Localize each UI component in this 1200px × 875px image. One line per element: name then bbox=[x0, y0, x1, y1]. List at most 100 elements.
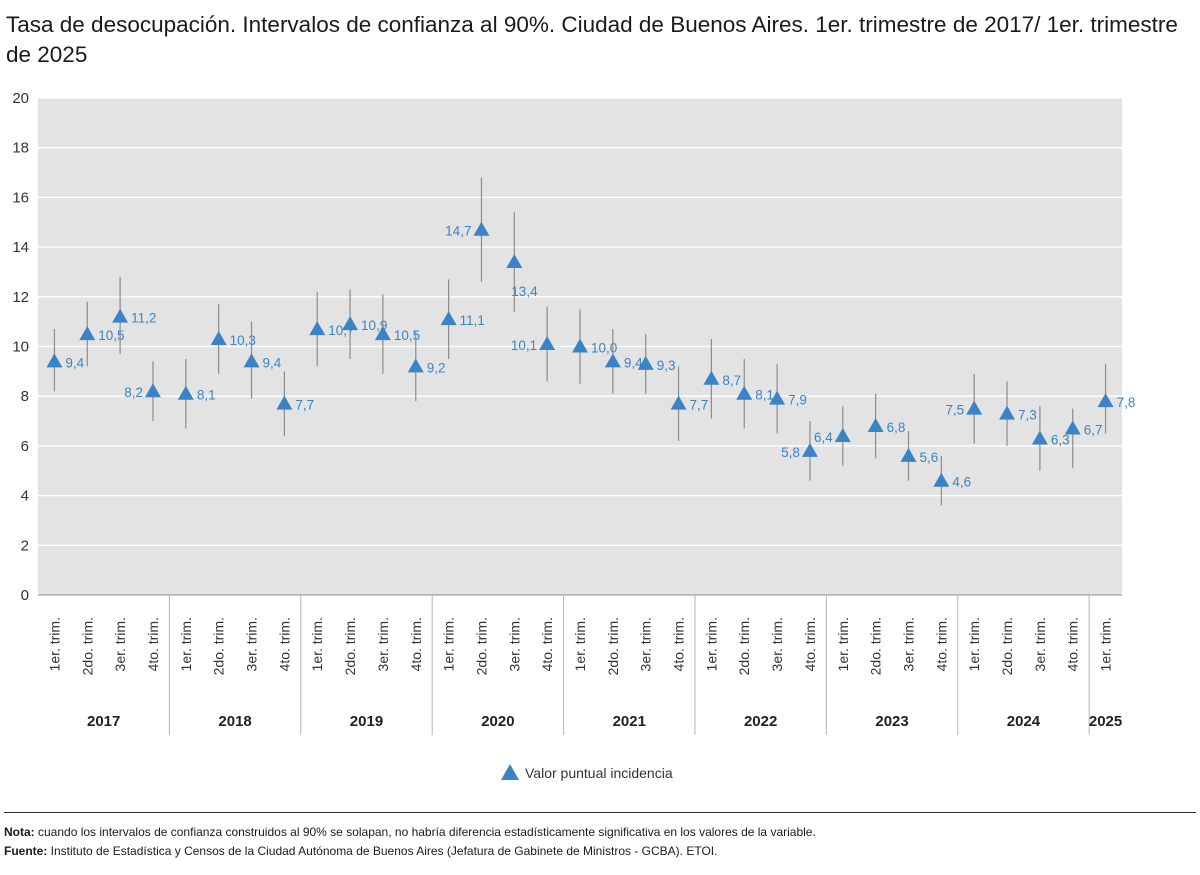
data-point-marker bbox=[440, 311, 457, 326]
data-point-marker bbox=[1031, 430, 1048, 445]
x-tick-label: 3er. trim. bbox=[1032, 617, 1048, 671]
x-tick-label: 4to. trim. bbox=[802, 617, 818, 671]
year-label: 2020 bbox=[481, 713, 514, 730]
value-label: 6,8 bbox=[887, 420, 906, 435]
year-label: 2024 bbox=[1007, 713, 1041, 730]
data-point-marker bbox=[210, 331, 227, 346]
x-tick-label: 1er. trim. bbox=[309, 617, 325, 671]
value-label: 6,3 bbox=[1051, 432, 1070, 447]
data-point-marker bbox=[1097, 393, 1114, 408]
year-label: 2023 bbox=[875, 713, 908, 730]
value-label: 6,4 bbox=[814, 430, 833, 445]
data-point-marker bbox=[703, 370, 720, 385]
legend-marker bbox=[501, 764, 519, 780]
value-label: 7,5 bbox=[945, 403, 964, 418]
data-point-marker bbox=[374, 326, 391, 341]
data-point-marker bbox=[46, 353, 63, 368]
x-tick-label: 1er. trim. bbox=[178, 617, 194, 671]
value-label: 10,3 bbox=[230, 333, 256, 348]
year-label: 2025 bbox=[1089, 713, 1122, 730]
y-tick-label: 2 bbox=[21, 537, 29, 554]
data-point-marker bbox=[243, 353, 260, 368]
x-tick-label: 2do. trim. bbox=[605, 617, 621, 675]
value-label: 5,6 bbox=[919, 450, 938, 465]
year-label: 2019 bbox=[350, 713, 383, 730]
data-point-marker bbox=[342, 316, 359, 331]
note-label: Nota: bbox=[4, 825, 35, 839]
y-tick-label: 10 bbox=[12, 339, 29, 356]
x-tick-label: 2do. trim. bbox=[342, 617, 358, 675]
x-tick-label: 2do. trim. bbox=[868, 617, 884, 675]
value-label: 7,8 bbox=[1117, 395, 1136, 410]
x-tick-label: 4to. trim. bbox=[276, 617, 292, 671]
data-point-marker bbox=[112, 308, 129, 323]
value-label: 7,3 bbox=[1018, 408, 1037, 423]
x-tick-label: 1er. trim. bbox=[703, 617, 719, 671]
x-tick-label: 3er. trim. bbox=[375, 617, 391, 671]
value-label: 11,2 bbox=[131, 311, 156, 326]
data-point-marker bbox=[572, 338, 588, 353]
data-point-marker bbox=[177, 385, 194, 400]
x-tick-label: 2do. trim. bbox=[736, 617, 752, 675]
source-label: Fuente: bbox=[4, 844, 48, 858]
x-tick-label: 3er. trim. bbox=[769, 617, 785, 671]
chart-area: 0 2 4 6 8 10 12 14 16 18 20 2017 2018 2019 2020 2021 202… bbox=[12, 90, 1136, 781]
year-label: 2017 bbox=[87, 713, 120, 730]
data-point-marker bbox=[309, 321, 326, 336]
x-tick-label: 4to. trim. bbox=[933, 617, 949, 671]
data-point-marker bbox=[867, 418, 884, 433]
x-tick-label: 1er. trim. bbox=[1098, 617, 1114, 671]
chart-title: Tasa de desocupación. Intervalos de conf… bbox=[6, 12, 1178, 67]
y-tick-label: 16 bbox=[12, 189, 29, 206]
x-tick-label: 4to. trim. bbox=[539, 617, 555, 671]
x-tick-label: 1er. trim. bbox=[966, 617, 982, 671]
year-label: 2022 bbox=[744, 713, 777, 730]
value-label: 5,8 bbox=[781, 445, 800, 460]
x-tick-label: 4to. trim. bbox=[408, 617, 424, 671]
x-tick-label: 3er. trim. bbox=[244, 617, 260, 671]
value-label: 9,3 bbox=[657, 358, 676, 373]
x-tick-label: 3er. trim. bbox=[506, 617, 522, 671]
data-point-marker bbox=[900, 447, 917, 462]
value-label: 8,2 bbox=[124, 385, 143, 400]
x-tick-label: 4to. trim. bbox=[1065, 617, 1081, 671]
data-point-marker bbox=[769, 390, 786, 405]
data-point-marker bbox=[966, 400, 983, 415]
value-label: 8,7 bbox=[722, 373, 741, 388]
value-label: 10,9 bbox=[361, 318, 387, 333]
value-label: 9,4 bbox=[65, 355, 84, 370]
value-label: 7,7 bbox=[295, 398, 314, 413]
value-label: 9,4 bbox=[263, 355, 282, 370]
value-label: 4,6 bbox=[952, 475, 971, 490]
value-label: 9,2 bbox=[427, 360, 446, 375]
data-point-marker bbox=[999, 405, 1016, 420]
y-tick-label: 12 bbox=[12, 289, 29, 306]
footer-divider bbox=[4, 812, 1196, 813]
note-line: Nota: cuando los intervalos de confianza… bbox=[4, 824, 816, 840]
data-point-marker bbox=[276, 395, 293, 410]
x-tick-label: 1er. trim. bbox=[46, 617, 62, 671]
note-text: cuando los intervalos de confianza const… bbox=[34, 825, 816, 839]
x-tick-label: 3er. trim. bbox=[112, 617, 128, 671]
x-tick-label: 2do. trim. bbox=[473, 617, 489, 675]
data-point-marker bbox=[736, 385, 753, 400]
data-point-marker bbox=[506, 254, 523, 269]
x-tick-label: 1er. trim. bbox=[441, 617, 457, 671]
value-label: 10,1 bbox=[511, 338, 537, 353]
data-point-marker bbox=[834, 427, 851, 442]
x-tick-label: 1er. trim. bbox=[572, 617, 588, 671]
value-label: 10,0 bbox=[591, 341, 617, 356]
value-label: 10,5 bbox=[394, 328, 420, 343]
x-tick-label: 4to. trim. bbox=[145, 617, 161, 671]
data-point-marker bbox=[539, 336, 556, 351]
value-label: 7,9 bbox=[788, 393, 807, 408]
data-point-marker bbox=[801, 442, 818, 457]
source-line: Fuente: Instituto de Estadística y Censo… bbox=[4, 843, 717, 859]
value-label: 14,7 bbox=[445, 224, 471, 239]
data-point-marker bbox=[670, 395, 687, 410]
y-tick-label: 18 bbox=[12, 140, 29, 157]
value-label: 6,7 bbox=[1084, 423, 1103, 438]
year-label: 2021 bbox=[613, 713, 646, 730]
data-point-marker bbox=[79, 326, 96, 341]
y-tick-label: 0 bbox=[21, 587, 29, 604]
